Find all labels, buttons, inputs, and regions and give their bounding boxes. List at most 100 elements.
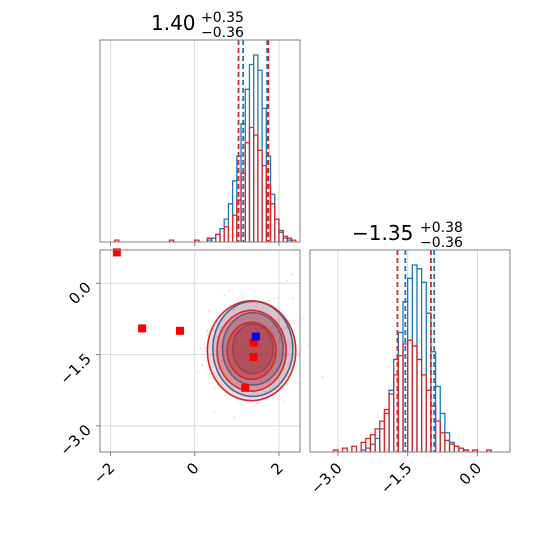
sample-point [276, 331, 279, 334]
sample-point [246, 342, 249, 344]
sample-point [242, 354, 245, 356]
sample-point [308, 344, 310, 346]
panel-2-title-minus: −0.36 [420, 235, 463, 251]
sample-point [217, 367, 219, 370]
sample-point [245, 348, 248, 350]
sample-point [235, 323, 237, 326]
sample-point [254, 369, 256, 372]
marginal-histogram-param-1 [99, 39, 301, 246]
sample-point [271, 370, 274, 373]
sample-point [273, 354, 275, 356]
tick-label: −2 [90, 459, 118, 487]
tick-label: 0.0 [456, 459, 486, 489]
axes-frame [99, 249, 301, 453]
sample-point [275, 393, 278, 396]
panel-2-title-plus: +0.38 [420, 220, 463, 236]
red-marker [249, 352, 258, 361]
sample-point [244, 343, 247, 345]
sample-point [269, 388, 272, 391]
sample-point [204, 347, 207, 349]
red-marker [138, 324, 147, 333]
sample-point [233, 416, 236, 418]
sample-point [248, 332, 251, 335]
sample-point [258, 330, 261, 332]
sample-point [235, 344, 237, 347]
histogram-series-1 [332, 339, 493, 452]
sample-point [265, 361, 268, 363]
sample-point [220, 363, 222, 366]
panel-2-title-value: −1.35 [352, 221, 413, 245]
tick-label: 0.0 [65, 278, 95, 308]
sample-point [292, 297, 294, 300]
sample-point [239, 346, 242, 349]
sample-point [283, 367, 286, 369]
sample-point [258, 366, 260, 368]
sample-point [260, 352, 263, 354]
sample-point [253, 327, 255, 329]
sample-point [228, 388, 231, 391]
sample-point [238, 355, 240, 358]
sample-point [223, 345, 225, 348]
sample-point [242, 360, 244, 363]
sample-point [247, 333, 250, 336]
sample-point [279, 342, 281, 345]
sample-point [229, 340, 231, 343]
sample-point [247, 350, 250, 353]
sample-point [274, 326, 277, 329]
density-contour-0-2 [231, 323, 274, 375]
tick-label: 2 [267, 459, 286, 478]
sample-point [248, 397, 251, 400]
sample-point [253, 391, 255, 394]
sample-point [241, 318, 244, 321]
marginal-histogram-param-2: −3.0 −1.5 0.0 [307, 249, 511, 498]
sample-point [225, 340, 227, 343]
sample-point [243, 351, 246, 353]
tick-label: −1.5 [56, 350, 94, 388]
sample-point [254, 324, 256, 327]
sample-point [257, 318, 259, 320]
sample-point [263, 316, 266, 318]
sample-point [245, 316, 248, 318]
sample-point [206, 333, 209, 336]
sample-point [261, 395, 263, 398]
sample-point [231, 360, 233, 363]
sample-point [230, 370, 232, 372]
sample-point [227, 289, 230, 292]
sample-point [265, 343, 268, 345]
sample-point [211, 339, 213, 341]
tick-label: −3.0 [307, 459, 345, 497]
sample-point [260, 344, 262, 346]
sample-point [243, 367, 246, 370]
tick-label: 0 [183, 459, 202, 478]
sample-point [270, 329, 272, 331]
sample-point [218, 346, 221, 348]
sample-point [263, 362, 265, 365]
sample-point [260, 338, 263, 341]
axes-frame [99, 39, 301, 243]
sample-point [248, 345, 250, 348]
tick-label: −1.5 [377, 459, 415, 497]
sample-point [240, 339, 242, 341]
panel-1-title-value: 1.40 [151, 11, 196, 35]
sample-point [224, 327, 226, 329]
sample-point [259, 379, 262, 382]
sample-point [262, 335, 265, 338]
sample-point [223, 294, 226, 296]
sample-point [223, 350, 226, 352]
sample-point [201, 364, 203, 367]
blue-marker [251, 332, 260, 341]
sample-point [258, 345, 260, 348]
sample-point [250, 362, 253, 365]
red-marker [112, 248, 121, 257]
sample-point [218, 330, 221, 332]
sample-point [284, 400, 286, 403]
sample-point [250, 348, 253, 351]
sample-point [272, 324, 274, 326]
sample-point [273, 331, 275, 333]
sample-point [271, 327, 273, 329]
sample-point [269, 373, 272, 375]
sample-point [277, 296, 279, 299]
sample-point [264, 353, 267, 355]
sample-point [235, 350, 237, 353]
sample-point [256, 366, 259, 369]
